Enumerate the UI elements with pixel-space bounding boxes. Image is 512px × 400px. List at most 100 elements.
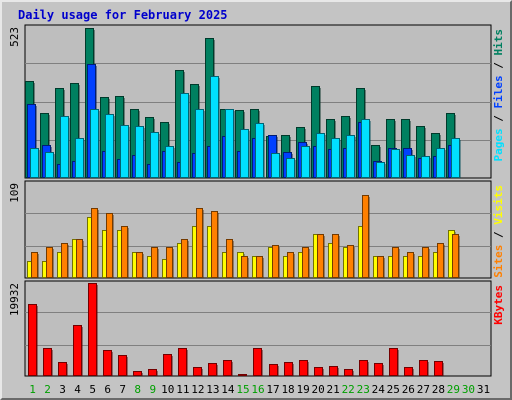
- legend-visits: Visits: [492, 185, 505, 225]
- day-label-31: 31: [477, 383, 490, 396]
- bar-kbytes-day-27: [419, 360, 428, 376]
- bar-sites-day-4: [76, 239, 83, 278]
- day-label-7: 7: [119, 383, 126, 396]
- bar-pages-day-25: [391, 149, 400, 178]
- legend-1: Pages / Files / Hits: [492, 29, 505, 162]
- bar-pages-day-8: [135, 126, 144, 178]
- bar-pages-day-4: [75, 138, 84, 178]
- bar-sites-day-21: [332, 234, 339, 278]
- bar-sites-day-23: [362, 195, 369, 278]
- bar-sites-day-16: [256, 256, 263, 278]
- bar-sites-day-11: [181, 239, 188, 278]
- day-label-28: 28: [432, 383, 445, 396]
- bar-pages-day-27: [421, 156, 430, 178]
- bar-pages-day-20: [316, 133, 325, 178]
- bar-pages-day-21: [331, 138, 340, 178]
- bar-pages-day-3: [60, 116, 69, 178]
- day-label-16: 16: [251, 383, 264, 396]
- bar-pages-day-9: [150, 132, 159, 178]
- bar-sites-day-8: [136, 252, 143, 278]
- bar-sites-day-6: [106, 213, 113, 278]
- legend-3: KBytes: [492, 285, 505, 325]
- day-label-17: 17: [266, 383, 279, 396]
- bar-sites-day-2: [46, 247, 53, 278]
- day-label-15: 15: [236, 383, 249, 396]
- bar-sites-day-13: [211, 211, 218, 278]
- bar-kbytes-day-17: [269, 364, 278, 376]
- bar-pages-day-13: [210, 76, 219, 178]
- bar-kbytes-day-12: [193, 367, 202, 376]
- day-label-26: 26: [402, 383, 415, 396]
- bar-sites-day-17: [272, 245, 279, 278]
- bar-kbytes-day-19: [299, 360, 308, 376]
- bar-sites-day-26: [407, 252, 414, 278]
- axis-max-label: 523: [8, 27, 21, 47]
- chart-title: Daily usage for February 2025: [18, 8, 228, 22]
- day-label-19: 19: [296, 383, 309, 396]
- day-label-3: 3: [59, 383, 66, 396]
- day-label-2: 2: [44, 383, 51, 396]
- bar-pages-day-22: [346, 135, 355, 178]
- day-label-12: 12: [191, 383, 204, 396]
- day-label-9: 9: [149, 383, 156, 396]
- bar-sites-day-12: [196, 208, 203, 278]
- bar-kbytes-day-18: [284, 362, 293, 376]
- bar-kbytes-day-24: [374, 363, 383, 376]
- day-label-4: 4: [74, 383, 81, 396]
- bar-kbytes-day-1: [28, 304, 37, 376]
- bar-pages-day-11: [180, 93, 189, 178]
- bar-pages-day-6: [105, 114, 114, 178]
- bar-kbytes-day-4: [73, 325, 82, 376]
- bar-kbytes-day-10: [163, 354, 172, 376]
- bar-pages-day-23: [361, 119, 370, 178]
- bar-kbytes-day-26: [404, 367, 413, 376]
- bar-sites-day-29: [452, 234, 459, 278]
- bar-sites-day-27: [422, 247, 429, 278]
- day-label-6: 6: [104, 383, 111, 396]
- legend-kbytes: KBytes: [492, 285, 505, 325]
- day-label-20: 20: [312, 383, 325, 396]
- bar-pages-day-19: [301, 146, 310, 178]
- bar-pages-day-14: [225, 109, 234, 178]
- day-label-14: 14: [221, 383, 235, 396]
- bar-kbytes-day-6: [103, 350, 112, 376]
- day-label-10: 10: [161, 383, 174, 396]
- bar-pages-day-16: [255, 123, 264, 178]
- bar-pages-day-17: [271, 153, 280, 178]
- bar-kbytes-day-25: [389, 348, 398, 376]
- day-label-13: 13: [206, 383, 219, 396]
- legend-files: Files: [492, 75, 505, 108]
- bar-kbytes-day-14: [223, 360, 232, 376]
- bar-kbytes-day-16: [253, 348, 262, 376]
- bar-sites-day-22: [347, 245, 354, 278]
- bar-pages-day-1: [30, 148, 39, 178]
- day-label-24: 24: [372, 383, 386, 396]
- day-label-27: 27: [417, 383, 430, 396]
- bar-sites-day-9: [151, 247, 158, 278]
- legend-2: Sites / Visits: [492, 185, 505, 278]
- bar-sites-day-19: [302, 247, 309, 278]
- legend-sites: Sites: [492, 245, 505, 278]
- day-label-1: 1: [29, 383, 36, 396]
- bar-sites-day-3: [61, 243, 68, 278]
- bar-sites-day-14: [226, 239, 233, 278]
- bar-sites-day-28: [437, 243, 444, 278]
- day-label-18: 18: [281, 383, 294, 396]
- day-label-25: 25: [387, 383, 400, 396]
- bar-pages-day-24: [376, 162, 385, 178]
- bar-kbytes-day-3: [58, 362, 67, 376]
- bar-pages-day-15: [240, 129, 249, 178]
- bar-pages-day-26: [406, 155, 415, 178]
- day-label-22: 22: [342, 383, 355, 396]
- bar-sites-day-15: [241, 256, 248, 278]
- bar-pages-day-12: [195, 109, 204, 178]
- bar-pages-day-29: [451, 138, 460, 178]
- bar-kbytes-day-13: [208, 363, 217, 376]
- bar-sites-day-20: [317, 234, 324, 278]
- day-label-23: 23: [357, 383, 370, 396]
- day-label-11: 11: [176, 383, 189, 396]
- bar-kbytes-day-15: [238, 374, 247, 376]
- bar-kbytes-day-7: [118, 355, 127, 376]
- day-label-30: 30: [462, 383, 475, 396]
